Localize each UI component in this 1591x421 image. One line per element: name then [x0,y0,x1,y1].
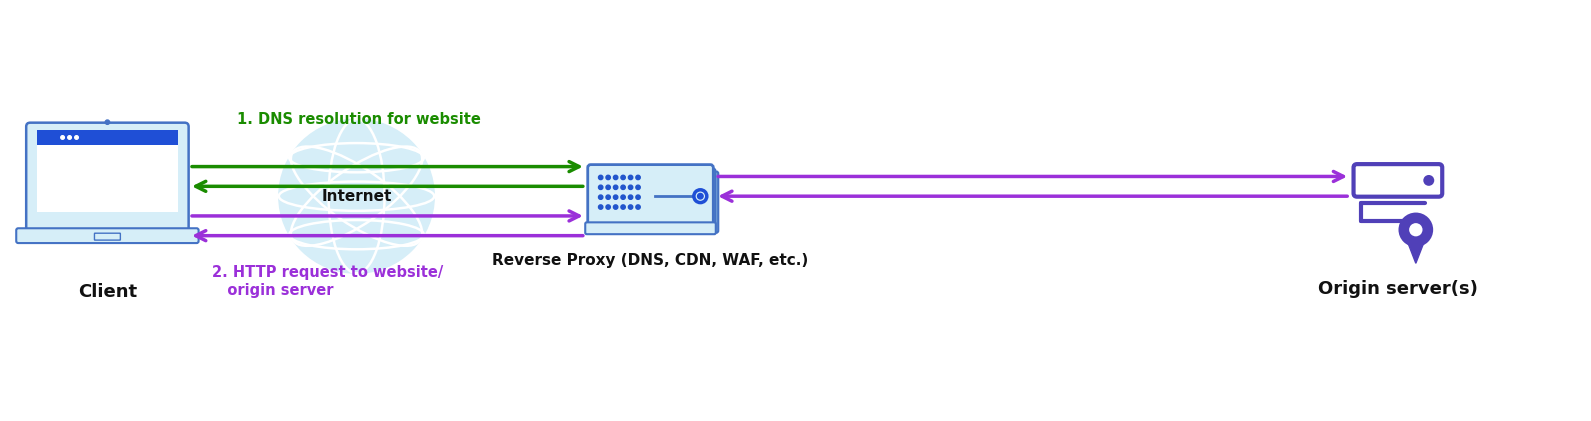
Circle shape [1400,214,1432,245]
Circle shape [606,195,611,200]
Text: Origin server(s): Origin server(s) [1317,280,1478,298]
Polygon shape [1405,234,1427,263]
Circle shape [606,185,611,189]
Circle shape [628,185,633,189]
FancyBboxPatch shape [16,228,199,243]
Circle shape [60,136,64,139]
Circle shape [614,175,617,180]
Circle shape [636,185,640,189]
FancyBboxPatch shape [595,171,718,233]
FancyBboxPatch shape [25,123,189,234]
Text: Reverse Proxy (DNS, CDN, WAF, etc.): Reverse Proxy (DNS, CDN, WAF, etc.) [492,253,808,269]
Circle shape [75,136,78,139]
Circle shape [68,136,72,139]
Circle shape [636,205,640,209]
Text: Internet: Internet [321,189,391,204]
Circle shape [598,175,603,180]
Circle shape [614,185,617,189]
Circle shape [598,195,603,200]
Circle shape [598,185,603,189]
Circle shape [620,185,625,189]
Circle shape [606,205,611,209]
Circle shape [614,195,617,200]
Circle shape [278,119,434,273]
Circle shape [1410,223,1422,236]
FancyBboxPatch shape [37,130,178,145]
Circle shape [614,205,617,209]
Text: 1. DNS resolution for website: 1. DNS resolution for website [237,112,480,127]
FancyBboxPatch shape [592,168,716,230]
Circle shape [620,195,625,200]
Circle shape [620,175,625,180]
Circle shape [636,175,640,180]
Circle shape [105,120,110,124]
Circle shape [606,175,611,180]
FancyBboxPatch shape [587,165,713,228]
Circle shape [628,195,633,200]
Circle shape [628,205,633,209]
Circle shape [598,205,603,209]
Text: Client: Client [78,283,137,301]
Circle shape [1424,175,1433,186]
Text: 2. HTTP request to website/
   origin server: 2. HTTP request to website/ origin serve… [212,265,444,298]
Circle shape [620,205,625,209]
Circle shape [636,195,640,200]
Circle shape [628,175,633,180]
FancyBboxPatch shape [94,233,121,240]
Circle shape [697,193,703,199]
FancyBboxPatch shape [585,222,716,234]
FancyBboxPatch shape [1354,164,1441,197]
FancyBboxPatch shape [37,133,178,212]
